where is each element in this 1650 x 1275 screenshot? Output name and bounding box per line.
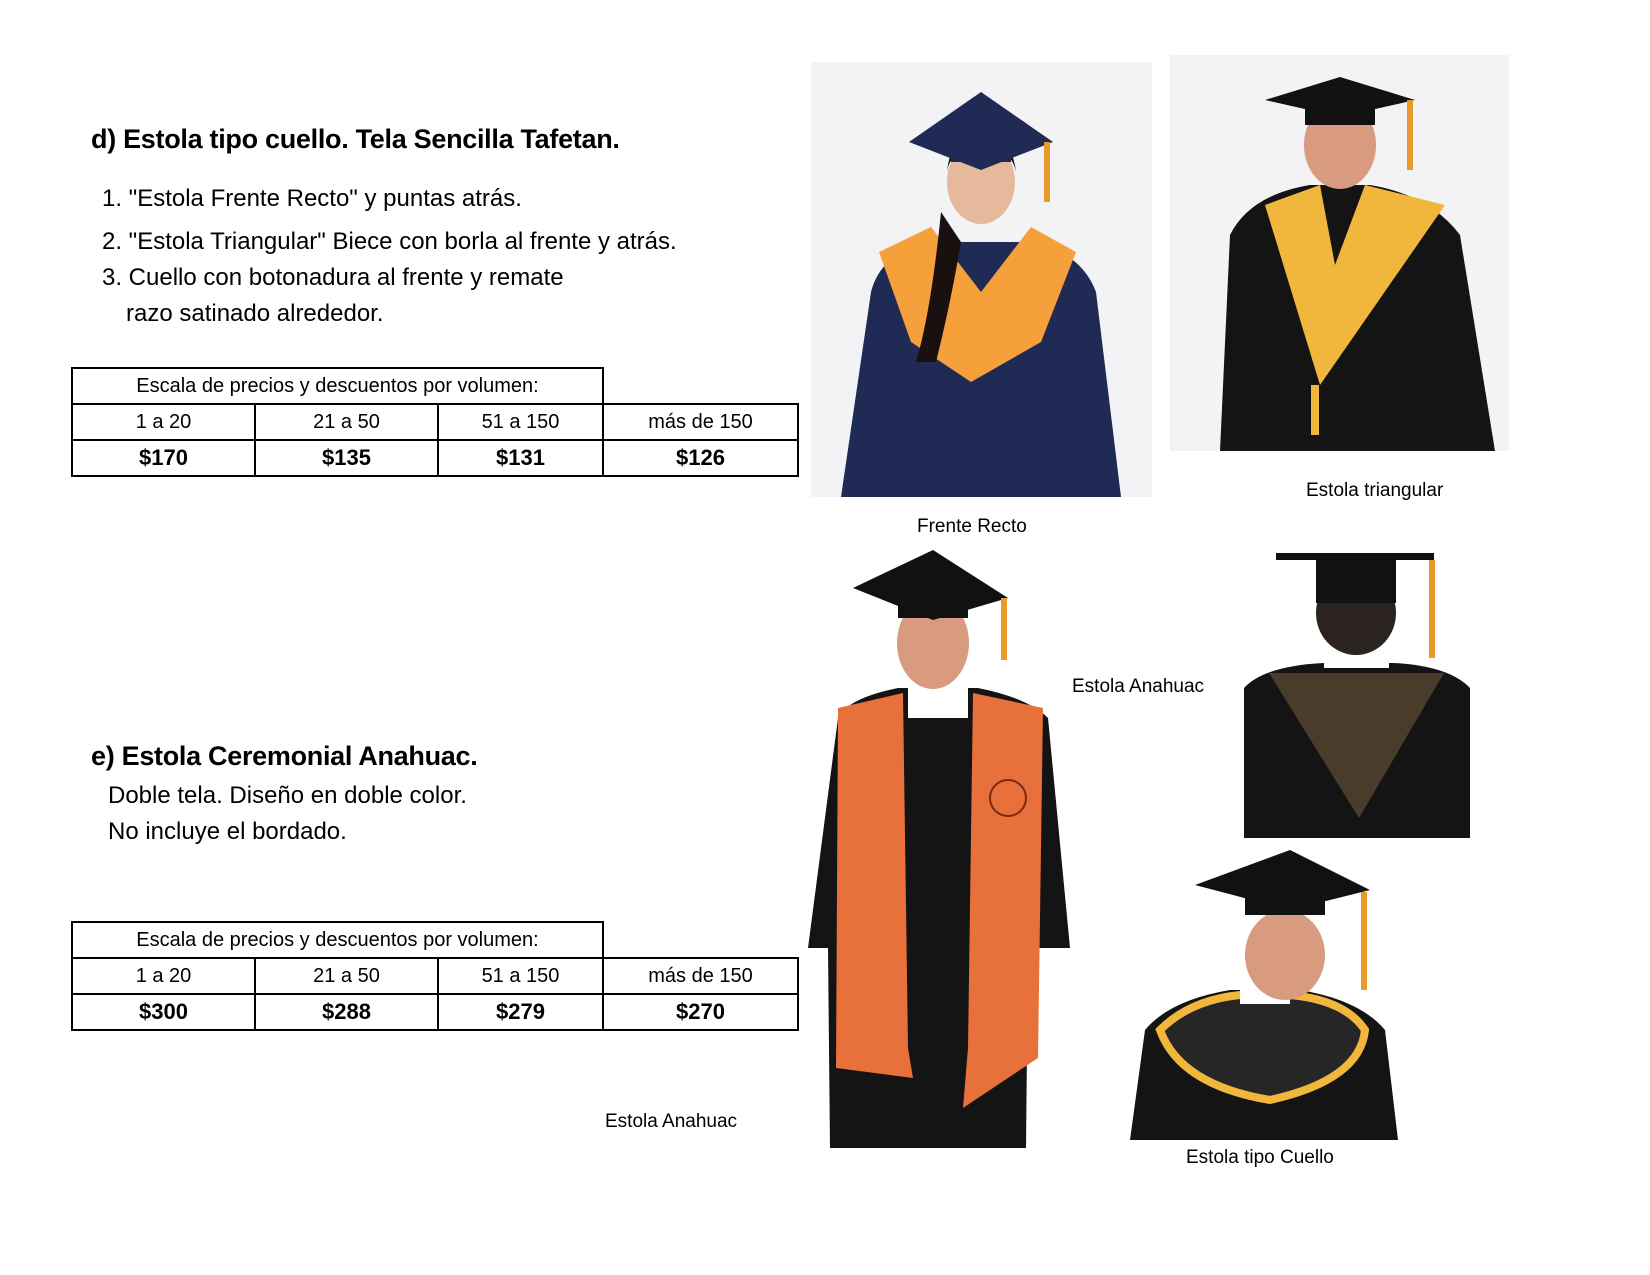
range-cell: 21 a 50 (254, 403, 439, 441)
price-cell: $288 (254, 993, 439, 1031)
estola-anahuac-front-photo (808, 548, 1071, 1148)
price-cell: $170 (71, 439, 256, 477)
price-cell: $270 (602, 993, 799, 1031)
range-cell: más de 150 (602, 403, 799, 441)
price-cell: $131 (437, 439, 604, 477)
price-cell: $300 (71, 993, 256, 1031)
caption-estola-triangular: Estola triangular (1306, 480, 1444, 501)
estola-triangular-photo (1170, 55, 1509, 451)
range-cell: 1 a 20 (71, 957, 256, 995)
section-e-title: e) Estola Ceremonial Anahuac. (91, 741, 478, 771)
table-header: Escala de precios y descuentos por volum… (71, 921, 604, 959)
list-item: 1. "Estola Frente Recto" y puntas atrás. (102, 185, 522, 212)
price-cell: $279 (437, 993, 604, 1031)
range-cell: 51 a 150 (437, 957, 604, 995)
price-cell: $126 (602, 439, 799, 477)
list-item: 3. Cuello con botonadura al frente y rem… (102, 264, 564, 291)
range-cell: 1 a 20 (71, 403, 256, 441)
section-d-title: d) Estola tipo cuello. Tela Sencilla Taf… (91, 124, 620, 154)
price-table-d: Escala de precios y descuentos por volum… (71, 367, 799, 477)
estola-anahuac-back-photo (1244, 548, 1470, 838)
list-item: 2. "Estola Triangular" Biece con borla a… (102, 228, 677, 255)
price-table-e: Escala de precios y descuentos por volum… (71, 921, 799, 1031)
description-line: Doble tela. Diseño en doble color. (108, 782, 467, 809)
range-cell: 51 a 150 (437, 403, 604, 441)
table-header: Escala de precios y descuentos por volum… (71, 367, 604, 405)
caption-estola-anahuac-right: Estola Anahuac (1072, 676, 1205, 697)
caption-estola-tipo-cuello: Estola tipo Cuello (1186, 1147, 1334, 1168)
range-cell: más de 150 (602, 957, 799, 995)
price-cell: $135 (254, 439, 439, 477)
caption-estola-anahuac-bottom: Estola Anahuac (605, 1111, 738, 1132)
frente-recto-photo (811, 62, 1152, 497)
estola-tipo-cuello-photo (1130, 850, 1398, 1140)
list-item-continuation: razo satinado alrededor. (126, 300, 384, 327)
range-cell: 21 a 50 (254, 957, 439, 995)
description-line: No incluye el bordado. (108, 818, 347, 845)
caption-frente-recto: Frente Recto (917, 516, 1027, 537)
